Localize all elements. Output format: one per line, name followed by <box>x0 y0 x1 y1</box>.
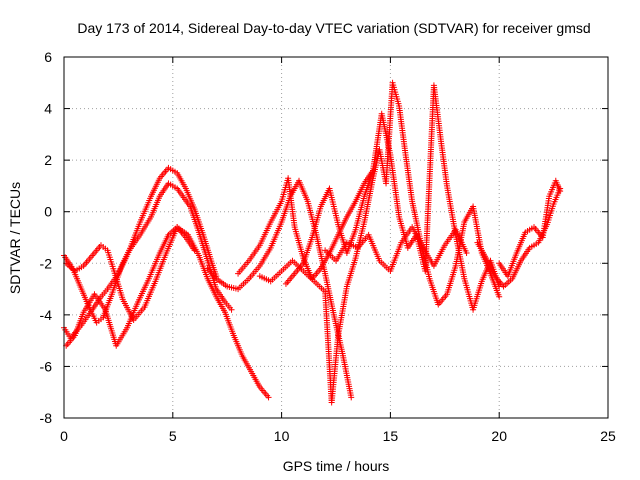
x-tick-label: 15 <box>383 428 399 444</box>
y-tick-label: -8 <box>40 410 53 426</box>
y-tick-label: 2 <box>44 152 52 168</box>
x-tick-label: 10 <box>274 428 290 444</box>
plot-frame <box>63 56 609 419</box>
y-tick-label: 6 <box>44 49 52 65</box>
x-tick-label: 25 <box>600 428 616 444</box>
data-point <box>265 394 272 401</box>
y-tick-label: 0 <box>44 204 52 220</box>
y-tick-label: 4 <box>44 101 52 117</box>
data-point <box>191 247 198 254</box>
data-point <box>557 185 564 192</box>
x-tick-label: 5 <box>169 428 177 444</box>
y-axis-title: SDTVAR / TECUs <box>7 182 23 294</box>
chart-title: Day 173 of 2014, Sidereal Day-to-day VTE… <box>77 20 590 36</box>
data-point <box>496 293 503 300</box>
data-point <box>228 306 235 313</box>
x-tick-label: 20 <box>491 428 507 444</box>
y-tick-label: -2 <box>40 255 53 271</box>
x-tick-label: 0 <box>60 428 68 444</box>
y-tick-label: -6 <box>40 358 53 374</box>
data-point <box>463 249 470 256</box>
data-point <box>348 394 355 401</box>
y-tick-label: -4 <box>40 307 53 323</box>
data-points <box>61 79 564 406</box>
x-axis-title: GPS time / hours <box>283 458 390 474</box>
tick-labels: 0 5 10 15 20 25 -8 -6 -4 -2 0 2 4 6 <box>40 49 616 444</box>
